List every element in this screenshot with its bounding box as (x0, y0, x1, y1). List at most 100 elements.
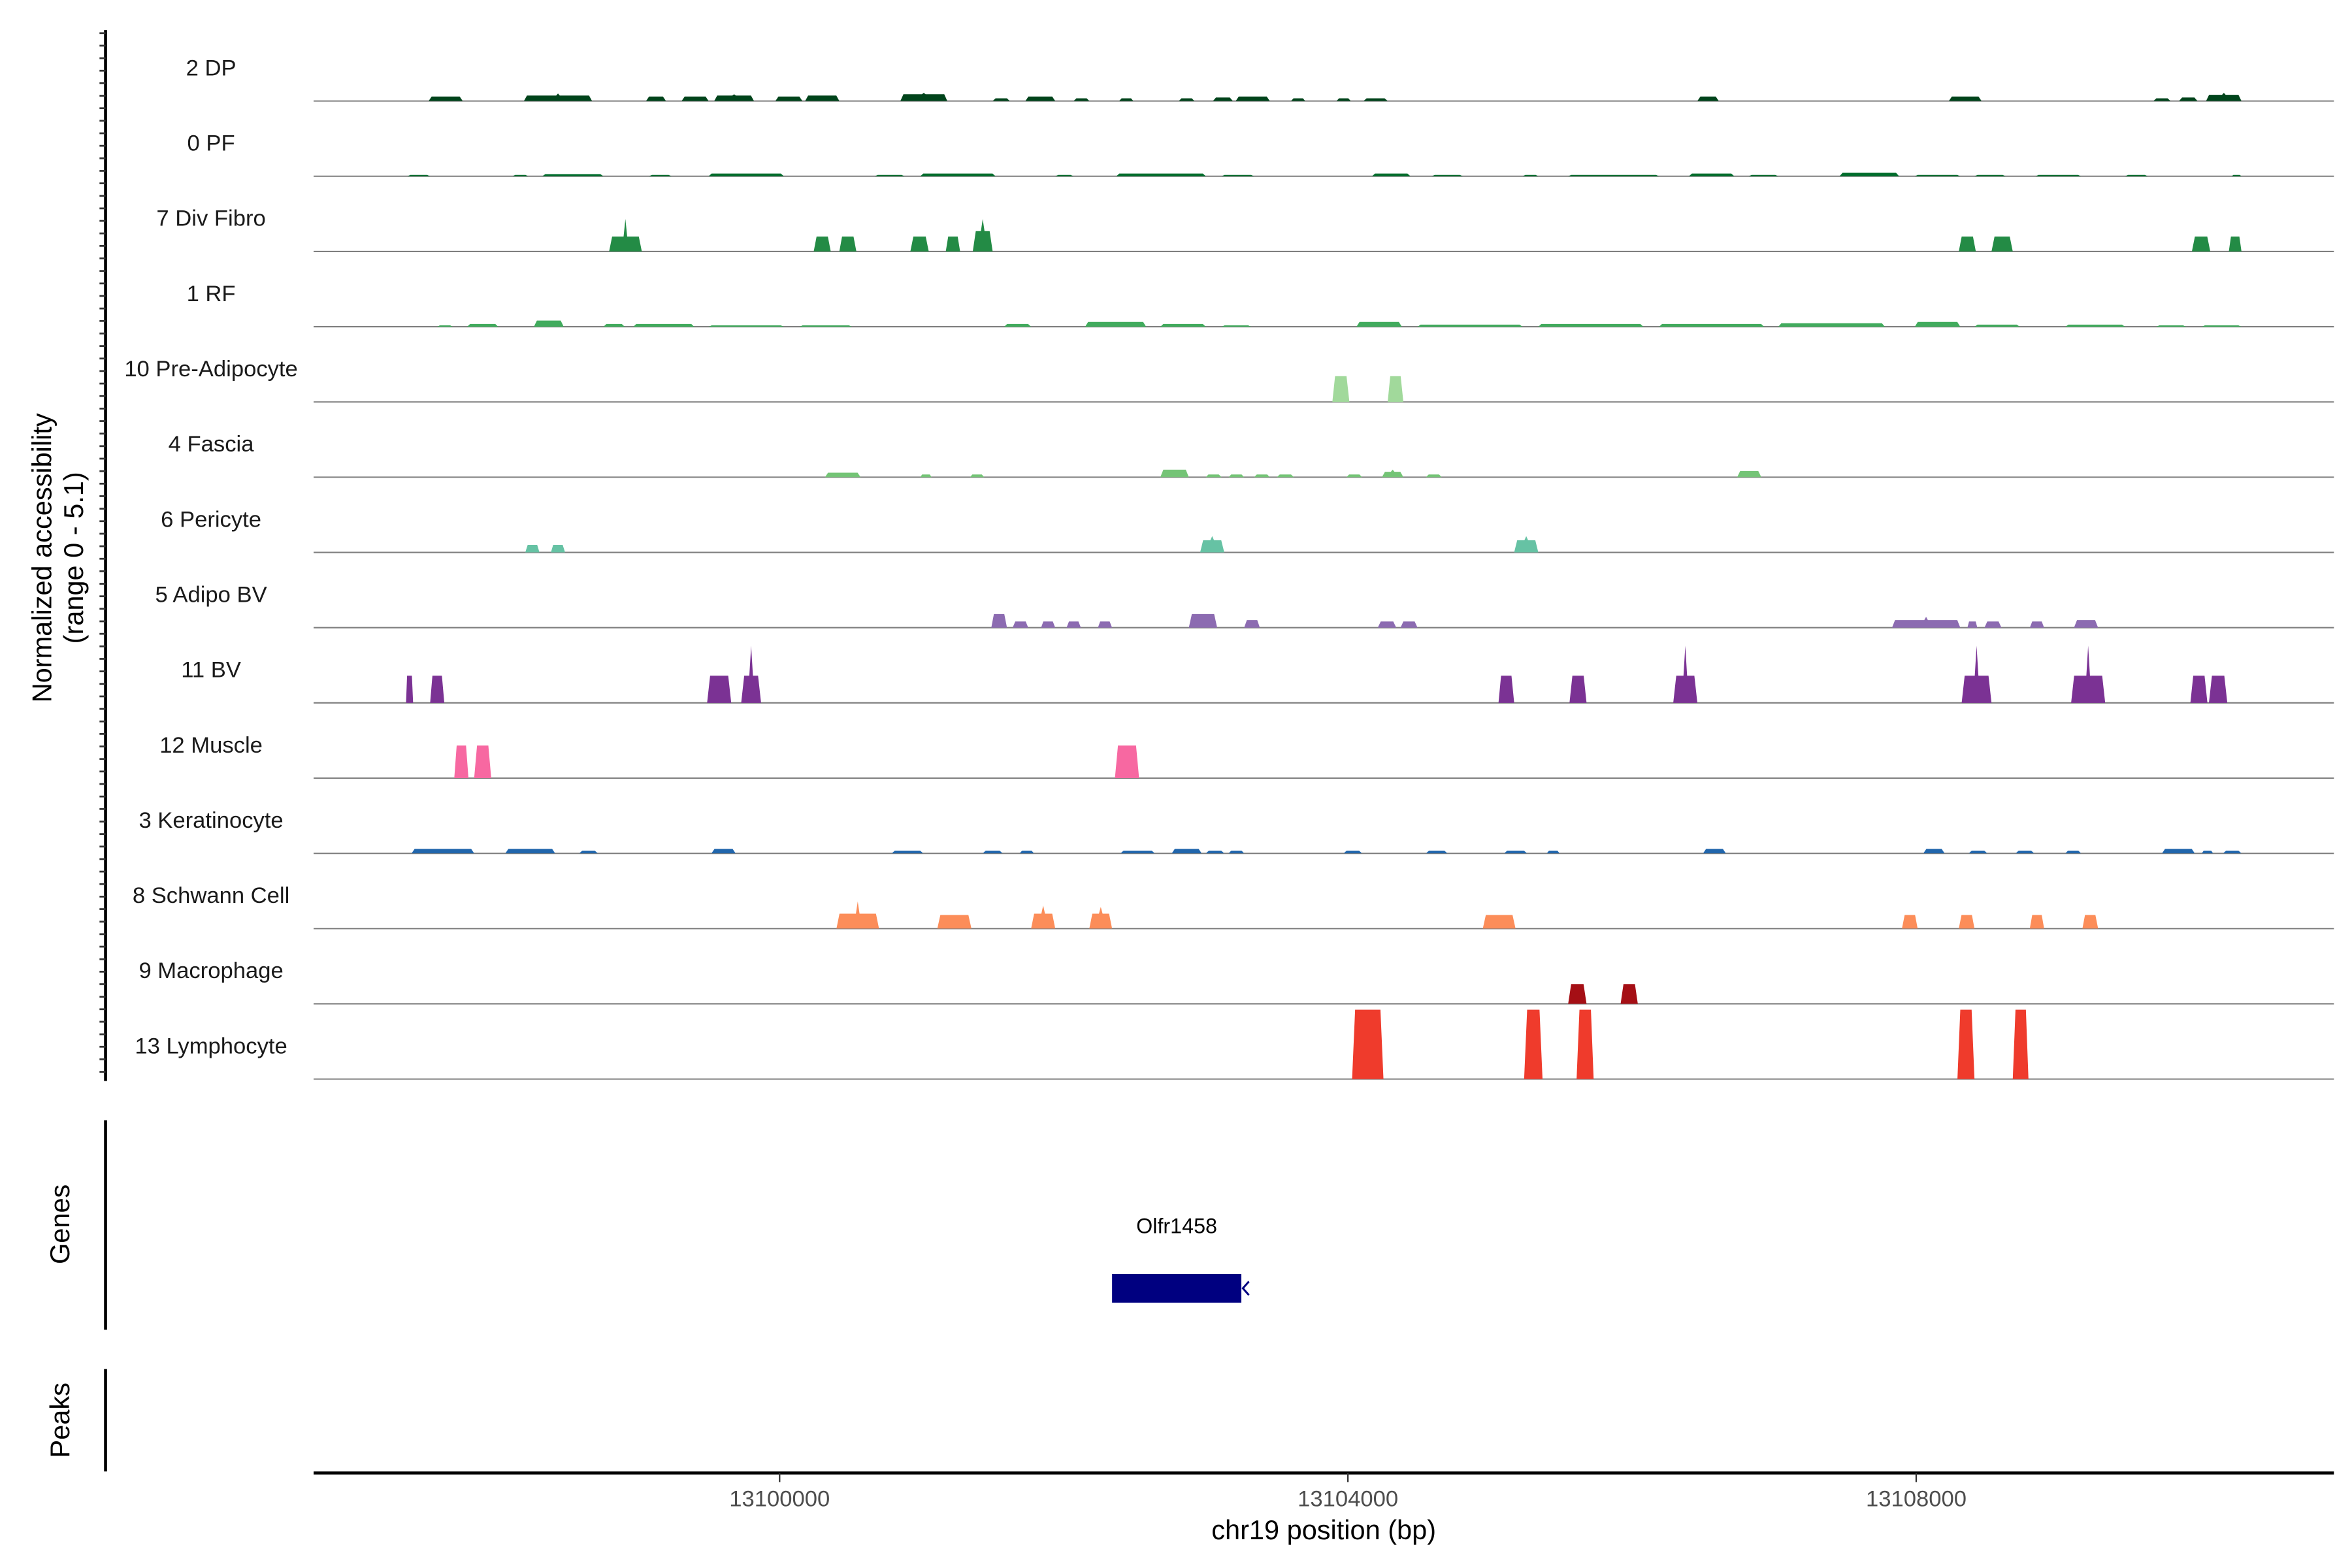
accessibility-peak (525, 545, 540, 553)
accessibility-peak (542, 174, 604, 176)
accessibility-peak (1514, 536, 1539, 553)
accessibility-peak (412, 849, 474, 854)
accessibility-peak (2229, 237, 2242, 252)
accessibility-peak (1041, 621, 1056, 628)
accessibility-peak (1968, 851, 1987, 854)
accessibility-peak (406, 676, 414, 703)
gene-label: Olfr1458 (1136, 1215, 1217, 1238)
accessibility-peak (2074, 620, 2099, 628)
accessibility-peak (512, 174, 529, 176)
accessibility-peak (1066, 621, 1081, 628)
accessibility-peak (910, 237, 929, 252)
accessibility-peak (1961, 645, 1992, 703)
y-axis-subtitle: (range 0 - 5.1) (58, 472, 89, 644)
x-axis-ticks: 13100000 13104000 13108000 (729, 1473, 1967, 1511)
track-label: 5 Adipo BV (155, 582, 267, 607)
accessibility-peak (1031, 906, 1056, 929)
accessibility-peak (2125, 174, 2148, 176)
accessibility-peak (2065, 324, 2125, 327)
accessibility-peak (2065, 851, 2082, 854)
accessibility-peak (1235, 96, 1270, 101)
accessibility-peak (1984, 621, 2002, 628)
accessibility-peak (1914, 321, 1961, 327)
track-label: 12 Muscle (159, 733, 263, 758)
accessibility-peak (1228, 474, 1245, 478)
accessibility-peak (2231, 174, 2242, 176)
accessibility-peak (1098, 621, 1113, 628)
track-label: 1 RF (187, 282, 236, 306)
accessibility-peak (1959, 915, 1975, 929)
accessibility-peak (945, 237, 960, 252)
accessibility-peak (429, 96, 463, 101)
accessibility-peak (1221, 174, 1254, 176)
accessibility-peak (1689, 173, 1735, 176)
accessibility-peak (1388, 376, 1403, 402)
track-label: 9 Macrophage (139, 958, 283, 983)
accessibility-peak (2191, 237, 2211, 252)
accessibility-peak (1200, 536, 1224, 553)
gene-body (1112, 1274, 1242, 1303)
accessibility-peak (1426, 474, 1442, 478)
accessibility-peak (534, 320, 564, 327)
accessibility-peak (1974, 174, 2006, 176)
accessibility-peak (1012, 621, 1028, 628)
track-label: 0 PF (188, 131, 235, 156)
accessibility-peak (2029, 621, 2044, 628)
accessibility-peak (649, 174, 672, 176)
track-10-pre-adipocyte: 10 Pre-Adipocyte (124, 357, 2334, 403)
accessibility-peak (1498, 676, 1514, 703)
accessibility-peak (708, 173, 784, 176)
accessibility-peak (1957, 1009, 1975, 1079)
accessibility-peak (681, 96, 709, 101)
accessibility-peak (2202, 851, 2213, 854)
track-label: 7 Div Fibro (156, 206, 265, 231)
accessibility-peak (2209, 676, 2228, 703)
accessibility-peak (1482, 915, 1516, 929)
accessibility-peak (1914, 174, 1961, 176)
accessibility-peak (1400, 621, 1418, 628)
track-6-pericyte: 6 Pericyte (161, 507, 2334, 553)
accessibility-peak (991, 613, 1007, 628)
accessibility-peak (1055, 174, 1074, 176)
track-5-adipo-bv: 5 Adipo BV (155, 582, 2334, 629)
accessibility-peak (799, 325, 853, 327)
accessibility-peak (1120, 851, 1155, 854)
accessibility-peak (2071, 645, 2106, 703)
accessibility-peak (1569, 676, 1587, 703)
accessibility-peak (454, 745, 468, 778)
accessibility-peak (1426, 851, 1448, 854)
accessibility-peak (523, 93, 593, 101)
track-label: 13 Lymphocyte (135, 1034, 287, 1058)
accessibility-peak (1372, 173, 1411, 176)
track-13-lymphocyte: 13 Lymphocyte (135, 1009, 2334, 1080)
track-3-keratinocyte: 3 Keratinocyte (139, 808, 2334, 855)
track-0-pf: 0 PF (188, 131, 2334, 177)
accessibility-peak (1546, 851, 1560, 854)
accessibility-peak (1221, 325, 1252, 327)
accessibility-peak (609, 219, 642, 252)
track-1-rf: 1 RF (187, 282, 2334, 328)
accessibility-peak (972, 219, 993, 252)
accessibility-peak (1089, 907, 1113, 929)
accessibility-peak (474, 745, 491, 778)
track-4-fascia: 4 Fascia (169, 432, 2334, 478)
accessibility-peak (1417, 324, 1523, 327)
accessibility-peak (1205, 851, 1224, 854)
track-label: 11 BV (181, 658, 241, 683)
accessibility-peak (2223, 851, 2242, 854)
accessibility-peak (603, 323, 625, 327)
track-label: 8 Schwann Cell (133, 883, 289, 908)
accessibility-peak (1347, 474, 1362, 478)
accessibility-peak (1568, 984, 1587, 1004)
accessibility-peak (1839, 172, 1899, 176)
accessibility-peak (1431, 174, 1463, 176)
accessibility-peak (2202, 325, 2242, 327)
accessibility-peak (1504, 851, 1527, 854)
accessibility-peak (1967, 621, 1978, 628)
x-tick-label: 13104000 (1298, 1486, 1398, 1511)
accessibility-peak (813, 237, 831, 252)
accessibility-peak (2012, 1009, 2029, 1079)
track-label: 2 DP (186, 56, 237, 80)
accessibility-peak (1974, 324, 2020, 327)
accessibility-peak (2206, 93, 2242, 101)
